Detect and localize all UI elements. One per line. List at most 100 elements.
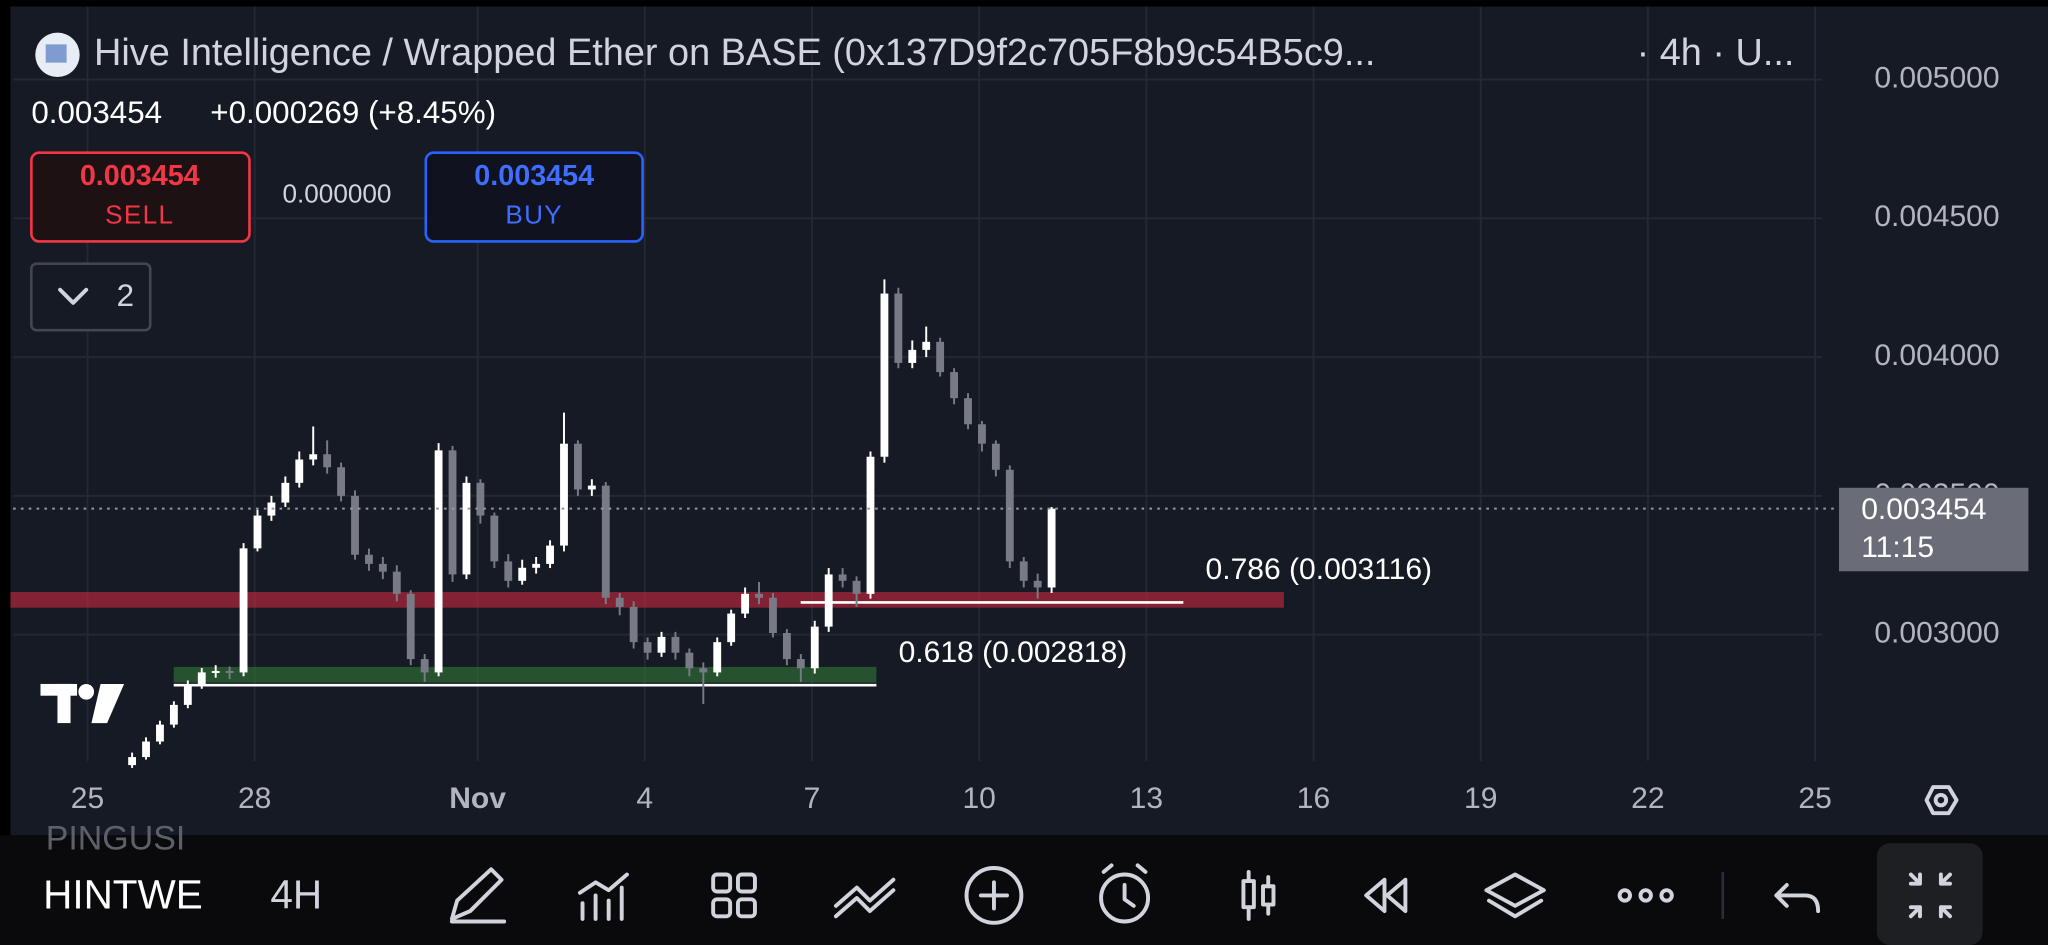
icon[interactable] (449, 867, 507, 924)
toolbar-mask (0, 856, 418, 888)
candle-body (211, 671, 220, 673)
icon[interactable] (1659, 888, 1674, 903)
sell-box[interactable] (30, 151, 251, 243)
icon[interactable] (1099, 872, 1151, 924)
candle-body (685, 652, 694, 669)
toolbar-symbol[interactable]: HINTWE (43, 872, 203, 918)
icon[interactable] (978, 880, 1009, 911)
layers-toggle[interactable]: 2 (30, 262, 152, 332)
last-price-tag (1839, 487, 2029, 572)
last-price: 0.003454 (31, 95, 162, 130)
icon[interactable] (833, 877, 896, 919)
candle-body (323, 454, 332, 468)
sell-button[interactable]: 0.003454 SELL (30, 151, 251, 243)
x-tick-label: 19 (1464, 782, 1497, 815)
candle-body (880, 293, 889, 457)
buy-button[interactable]: 0.003454 BUY (424, 151, 644, 243)
candle-body (615, 597, 624, 607)
icon[interactable] (1638, 888, 1653, 903)
last-price-label: 0.003454 (1861, 493, 1986, 526)
layout-tool[interactable] (711, 872, 757, 919)
candle-body (518, 567, 527, 581)
previous-symbol: PINGUSI (46, 820, 186, 858)
icon[interactable] (1364, 877, 1408, 914)
icon[interactable] (735, 897, 757, 919)
candle-body (532, 563, 541, 568)
candle-body (852, 580, 861, 594)
candle-body (657, 636, 666, 653)
candle-body (267, 502, 276, 516)
layers-tool[interactable] (1484, 872, 1546, 919)
gear-center (1933, 792, 1949, 808)
fullscreen-tool[interactable] (1876, 843, 1983, 945)
icon[interactable] (1101, 863, 1148, 908)
candle-body (169, 704, 178, 725)
indicators-tool[interactable] (577, 872, 629, 921)
symbol-title[interactable]: Hive Intelligence / Wrapped Ether on BAS… (94, 32, 1375, 74)
icon[interactable] (1617, 888, 1632, 903)
candle-body (239, 548, 248, 673)
candle-body (225, 671, 234, 673)
logo-mark (45, 44, 67, 63)
candle-body (546, 545, 554, 564)
sell-label[interactable]: SELL (105, 200, 174, 230)
icon[interactable] (964, 866, 1024, 925)
x-tick-label: 4 (636, 782, 653, 815)
plot (10, 279, 1840, 768)
level-label: 0.786 (0.003116) (1206, 553, 1432, 586)
gear[interactable] (1924, 785, 1959, 816)
candle-body (156, 724, 164, 742)
buy-box[interactable] (424, 151, 644, 243)
candle-body (197, 672, 206, 686)
icon[interactable] (1774, 883, 1821, 914)
settings-button[interactable] (1924, 785, 1959, 816)
candle-body (309, 454, 318, 460)
chart-pane (10, 6, 2048, 836)
chart-type-tool[interactable] (1241, 869, 1276, 921)
icon[interactable] (711, 897, 733, 919)
candle-body (392, 571, 401, 594)
layers-count[interactable]: 2 (117, 278, 134, 313)
bar-countdown: 11:15 (1861, 531, 1934, 564)
candle-body (978, 424, 986, 444)
undo-tool[interactable] (1774, 883, 1821, 914)
candle-body (337, 467, 345, 496)
more-tool[interactable] (1617, 888, 1674, 903)
candle-body (295, 459, 304, 483)
candle-body (922, 341, 931, 350)
add-tool[interactable] (964, 866, 1024, 925)
icon[interactable] (711, 872, 733, 894)
icon[interactable] (1246, 869, 1271, 921)
draw-tool[interactable] (449, 867, 507, 924)
buy-label[interactable]: BUY (505, 200, 563, 230)
icon[interactable] (735, 872, 757, 894)
candle-body (964, 398, 972, 425)
candle-body (281, 482, 290, 503)
candle-body (406, 593, 415, 660)
candle-body (769, 597, 777, 634)
compare-tool[interactable] (833, 877, 896, 919)
candle-body (1047, 508, 1056, 588)
candle-body (573, 443, 582, 490)
candle-body (810, 626, 819, 669)
grid (13, 6, 1823, 761)
candle-body (128, 757, 137, 766)
candle-body (420, 659, 429, 673)
alert-tool[interactable] (1099, 863, 1151, 924)
candle-body (253, 515, 262, 549)
icon[interactable] (1908, 872, 1952, 919)
candle-body (908, 349, 917, 363)
x-tick-label: 10 (962, 782, 995, 815)
x-tick-label: 16 (1297, 782, 1330, 815)
candle-body (1033, 580, 1042, 588)
buy-price[interactable]: 0.003454 (474, 160, 594, 192)
toggle-box[interactable] (30, 262, 152, 332)
replay-tool[interactable] (1364, 877, 1408, 914)
icon-bg[interactable] (1876, 843, 1983, 945)
sell-price[interactable]: 0.003454 (80, 160, 200, 192)
icon[interactable] (577, 872, 629, 921)
toolbar-interval[interactable]: 4H (270, 872, 322, 918)
icon[interactable] (1484, 872, 1546, 919)
candle-body (476, 482, 485, 516)
